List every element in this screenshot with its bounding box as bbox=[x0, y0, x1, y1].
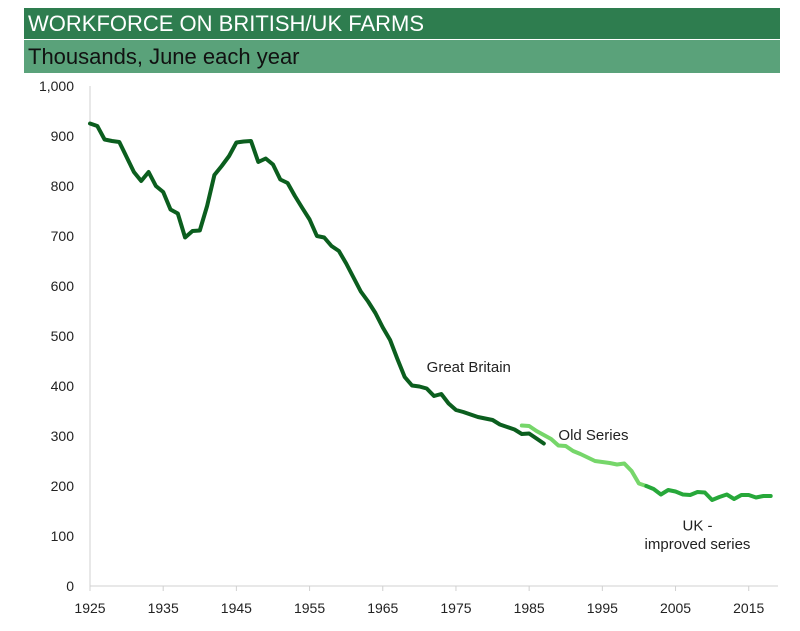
y-tick-label: 400 bbox=[51, 378, 75, 394]
chart-subtitle: Thousands, June each year bbox=[24, 40, 780, 73]
series-line-uk-improved-series bbox=[644, 484, 773, 502]
series-lines bbox=[88, 121, 773, 502]
axes: 0 100 200 300 400 500 600 700 800 900 1,000 1925 193… bbox=[39, 78, 778, 616]
y-tick-label: 200 bbox=[51, 478, 75, 494]
x-tick-label: 1955 bbox=[294, 600, 325, 616]
x-tick-label: 1965 bbox=[367, 600, 398, 616]
chart-title: WORKFORCE ON BRITISH/UK FARMS bbox=[24, 8, 780, 39]
x-tick-label: 1945 bbox=[221, 600, 252, 616]
y-tick-label: 300 bbox=[51, 428, 75, 444]
x-tick-label: 2005 bbox=[660, 600, 691, 616]
x-tick-label: 2015 bbox=[733, 600, 764, 616]
annotation-label: improved series bbox=[645, 536, 751, 553]
annotation-label: Old Series bbox=[558, 427, 628, 444]
y-tick-label: 800 bbox=[51, 178, 75, 194]
x-tick-label: 1995 bbox=[587, 600, 618, 616]
annotation-label: UK - bbox=[682, 518, 712, 535]
x-tick-label: 1975 bbox=[440, 600, 471, 616]
series-line-great-britain bbox=[88, 121, 546, 446]
y-tick-label: 700 bbox=[51, 228, 75, 244]
y-tick-label: 500 bbox=[51, 328, 75, 344]
series-line-old-series bbox=[519, 423, 649, 488]
x-tick-label: 1985 bbox=[514, 600, 545, 616]
annotations: Great Britain Old Series UK -improved seri… bbox=[427, 359, 751, 553]
y-tick-label: 600 bbox=[51, 278, 75, 294]
y-tick-label: 1,000 bbox=[39, 78, 74, 94]
y-tick-label: 0 bbox=[66, 578, 74, 594]
y-tick-label: 100 bbox=[51, 528, 75, 544]
y-tick-label: 900 bbox=[51, 128, 75, 144]
annotation-label: Great Britain bbox=[427, 359, 511, 376]
x-tick-label: 1935 bbox=[148, 600, 179, 616]
x-tick-label: 1925 bbox=[74, 600, 105, 616]
